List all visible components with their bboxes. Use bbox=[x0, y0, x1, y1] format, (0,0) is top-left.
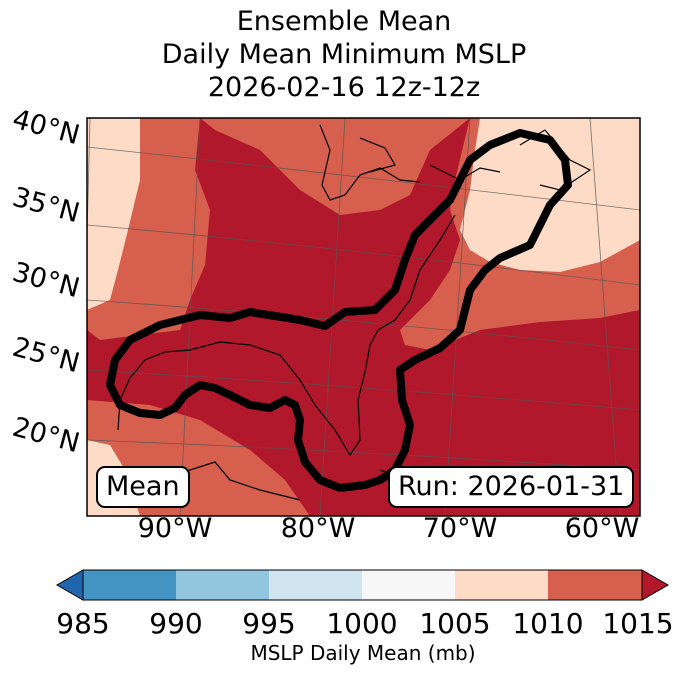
colorbar bbox=[55, 569, 670, 601]
mslp-contour-outline bbox=[106, 129, 572, 492]
title-line-1: Ensemble Mean bbox=[236, 6, 452, 37]
map-area bbox=[87, 118, 640, 516]
run-date-box: Run: 2026-01-31 bbox=[388, 466, 635, 508]
band-1005-1010-northwest bbox=[87, 118, 140, 310]
colorbar-title: MSLP Daily Mean (mb) bbox=[250, 641, 476, 665]
title-line-3: 2026-02-16 12z-12z bbox=[207, 72, 481, 103]
colorbar-segment-1000-1005 bbox=[362, 570, 455, 600]
colorbar-tick-1000: 1000 bbox=[326, 607, 398, 640]
colorbar-segment-1010-1015 bbox=[548, 570, 642, 600]
colorbar-tick-1005: 1005 bbox=[419, 607, 491, 640]
lon-label-60: 60°W bbox=[564, 513, 640, 544]
colorbar-under-arrow bbox=[55, 569, 84, 601]
colorbar-tick-995: 995 bbox=[242, 607, 296, 640]
colorbar-tick-1015: 1015 bbox=[602, 607, 674, 640]
colorbar-tick-985: 985 bbox=[56, 607, 110, 640]
colorbar-tick-1010: 1010 bbox=[512, 607, 584, 640]
colorbar-segment-995-1000 bbox=[269, 570, 362, 600]
lon-label-70: 70°W bbox=[422, 513, 498, 544]
colorbar-over-arrow bbox=[641, 569, 670, 601]
lon-label-80: 80°W bbox=[280, 513, 356, 544]
lon-label-90: 90°W bbox=[137, 513, 213, 544]
graticule bbox=[87, 118, 640, 516]
colorbar-segment-985-990 bbox=[83, 570, 176, 600]
map-frame bbox=[86, 117, 641, 517]
colorbar-segment-1005-1010 bbox=[455, 570, 548, 600]
colorbar-segment-990-995 bbox=[176, 570, 269, 600]
mean-label-box: Mean bbox=[96, 466, 190, 508]
band-1010-1015-north bbox=[200, 118, 470, 215]
band-1005-1010-northeast bbox=[460, 118, 640, 272]
colorbar-frame bbox=[82, 569, 643, 601]
colorbar-tick-990: 990 bbox=[149, 607, 203, 640]
title-line-2: Daily Mean Minimum MSLP bbox=[161, 39, 527, 70]
